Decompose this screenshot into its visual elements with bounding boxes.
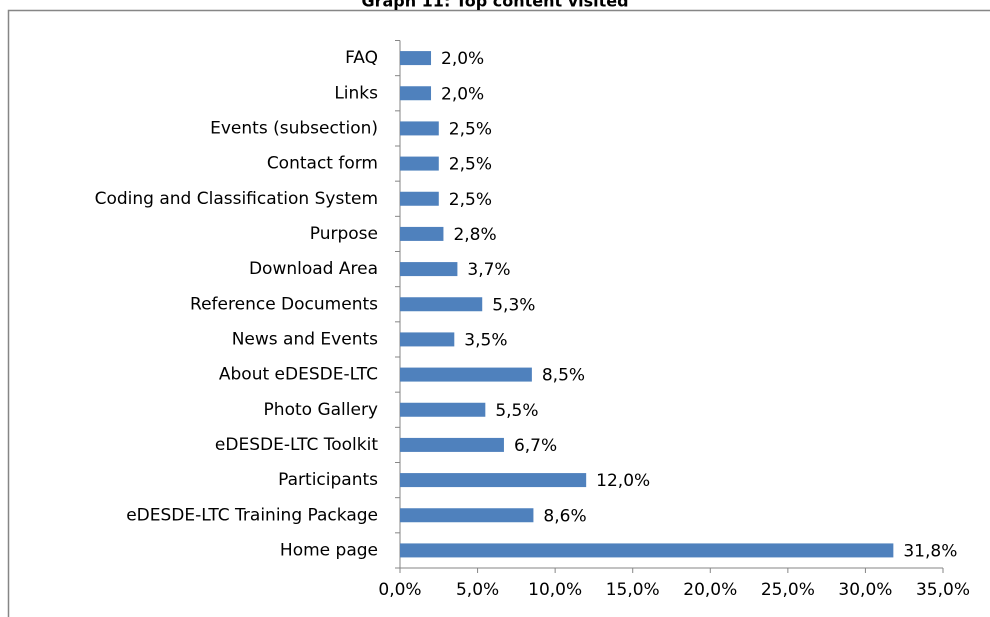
bar [400, 226, 444, 241]
value-label: 8,5% [542, 366, 585, 386]
x-tick-label: 30,0% [838, 580, 892, 600]
y-tick-label: eDESDE-LTC Toolkit [215, 435, 378, 455]
x-tick-label: 20,0% [683, 580, 737, 600]
y-tick-label: Contact form [267, 154, 378, 174]
value-label: 2,0% [441, 49, 484, 69]
y-tick-label: Reference Documents [190, 294, 378, 314]
y-tick-label: Events (subsection) [210, 118, 378, 138]
bar [400, 262, 458, 277]
bar [400, 508, 534, 523]
bar [400, 473, 587, 488]
bar [400, 437, 504, 452]
bar [400, 297, 483, 312]
bar [400, 332, 455, 347]
x-tick-label: 5,0% [456, 580, 499, 600]
value-label: 8,6% [543, 506, 586, 526]
value-label: 2,5% [449, 119, 492, 139]
y-tick-label: Links [334, 83, 378, 103]
value-label: 3,5% [464, 330, 507, 350]
bar [400, 402, 486, 417]
y-tick-label: Coding and Classification System [95, 189, 378, 209]
value-label: 5,3% [492, 295, 535, 315]
value-label: 2,8% [453, 225, 496, 245]
value-label: 2,5% [449, 190, 492, 210]
y-tick-label: About eDESDE-LTC [219, 365, 378, 385]
y-tick-label: Participants [278, 470, 378, 490]
y-tick-label: Purpose [310, 224, 378, 244]
y-tick-label: News and Events [232, 329, 378, 349]
value-label: 6,7% [514, 436, 557, 456]
x-tick-label: 25,0% [761, 580, 815, 600]
y-tick-label: Download Area [249, 259, 378, 279]
value-label: 2,5% [449, 155, 492, 175]
bar [400, 121, 439, 136]
y-tick-label: FAQ [345, 48, 378, 68]
bar [400, 367, 532, 382]
value-label: 12,0% [596, 471, 650, 491]
value-label: 2,0% [441, 84, 484, 104]
bar [400, 86, 432, 101]
x-tick-label: 0,0% [378, 580, 421, 600]
chart-title: Graph 11: Top content visited [361, 0, 628, 11]
x-tick-label: 10,0% [528, 580, 582, 600]
value-label: 5,5% [495, 401, 538, 421]
y-tick-label: Photo Gallery [264, 400, 378, 420]
value-label: 3,7% [467, 260, 510, 280]
chart-frame [7, 9, 990, 617]
bar [400, 191, 439, 206]
x-tick-label: 35,0% [916, 580, 970, 600]
y-tick-label: Home page [280, 540, 378, 560]
y-tick-label: eDESDE-LTC Training Package [126, 505, 378, 525]
bar [400, 156, 439, 171]
bar [400, 543, 894, 558]
bar [400, 51, 432, 66]
x-tick-label: 15,0% [606, 580, 660, 600]
value-label: 31,8% [903, 541, 957, 561]
